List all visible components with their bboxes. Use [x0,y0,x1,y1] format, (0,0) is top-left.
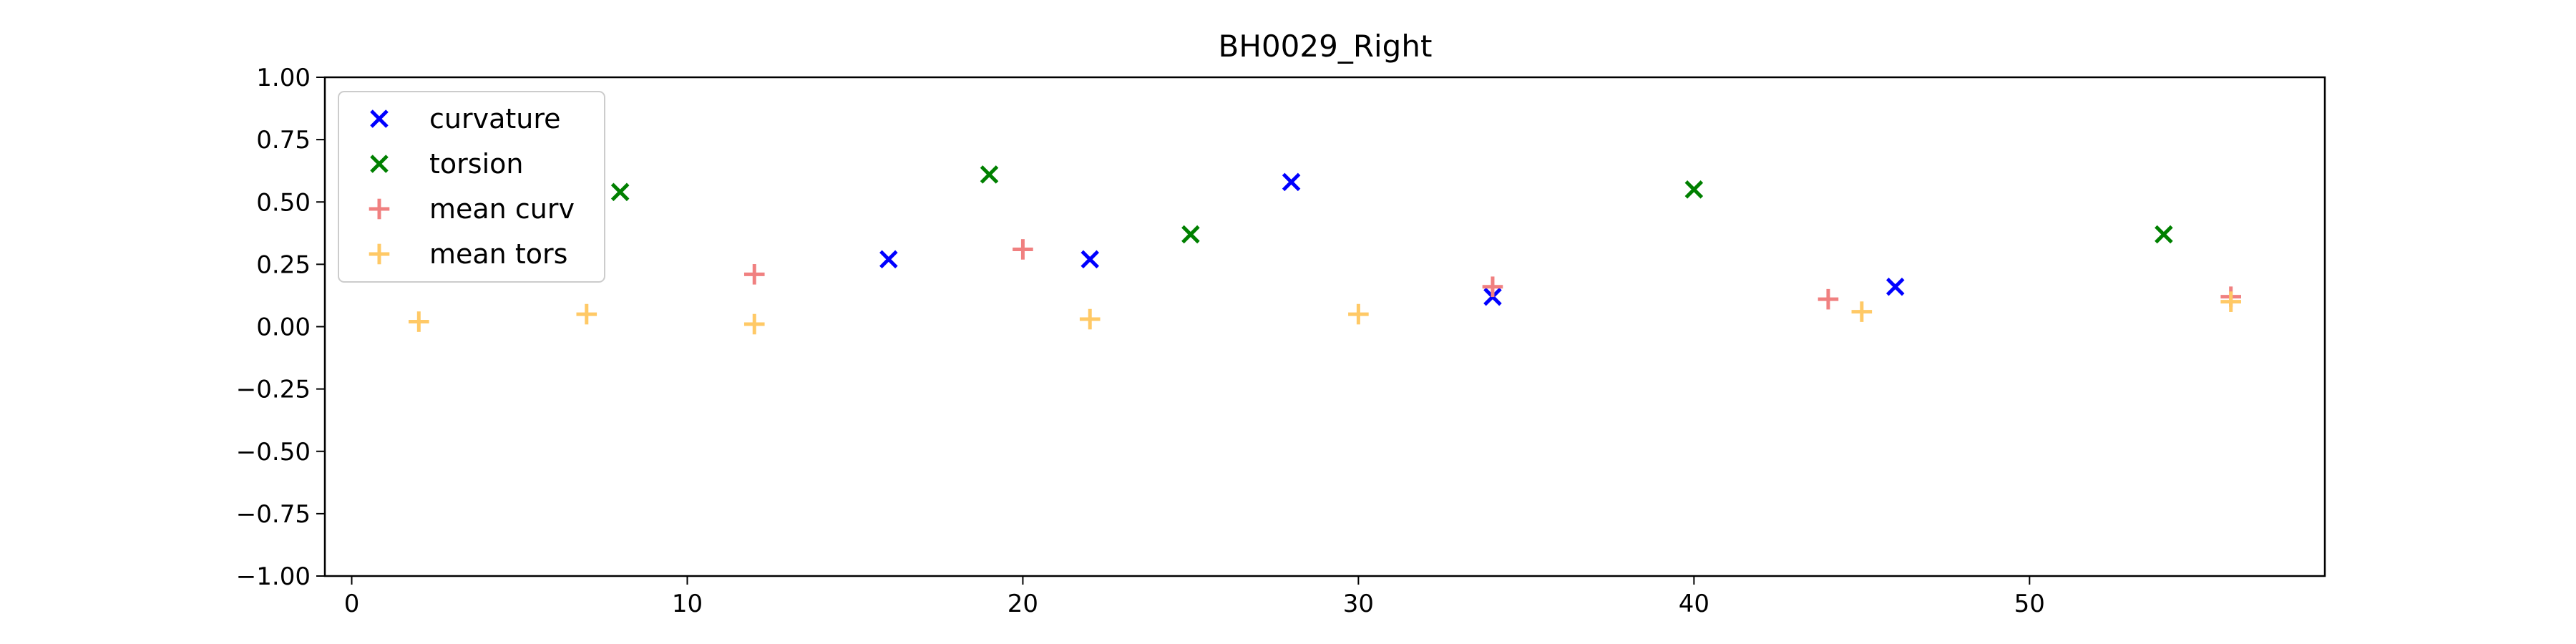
mean-tors-point [576,303,597,325]
torsion-point [2155,225,2173,244]
curvature-point [1885,277,1905,296]
y-tick-label: −0.25 [236,376,311,404]
torsion-point [1181,225,1200,244]
chart-title: BH0029_Right [1219,29,1433,64]
legend-label-mean-curv: mean curv [429,193,575,225]
legend-marker-mean-curv [369,198,390,220]
mean-tors-point [743,313,765,335]
legend-marker-torsion [370,155,389,173]
y-tick-label: 1.00 [256,64,311,92]
y-tick-label: 0.75 [256,126,311,155]
mean-curv-point [1818,288,1839,310]
curvature-point [879,250,898,269]
y-tick-label: −0.50 [236,438,311,467]
y-tick-label: 0.00 [256,313,311,342]
legend-label-torsion: torsion [429,148,523,180]
x-tick-label: 40 [1679,590,1709,618]
x-tick-label: 0 [344,590,360,618]
mean-tors-point [1079,308,1101,330]
y-tick-label: 0.50 [256,188,311,217]
y-tick-label: 0.25 [256,250,311,279]
x-tick-label: 30 [1343,590,1374,618]
x-tick-label: 10 [672,590,703,618]
legend: curvature torsion mean curv mean tors [338,91,605,283]
x-tick-label: 20 [1008,590,1038,618]
y-tick-label: −0.75 [236,500,311,529]
y-tick-label: −1.00 [236,562,311,591]
torsion-point [980,165,999,184]
torsion-point [610,182,630,202]
mean-tors-point [409,311,429,332]
mean-tors-point [2220,291,2241,312]
plot-frame [323,76,2326,577]
legend-marker-curvature [370,109,389,128]
curvature-point [1080,250,1099,269]
mean-curv-point [743,264,765,285]
legend-label-curvature: curvature [429,103,561,135]
mean-curv-point [1013,239,1033,260]
torsion-point [1684,180,1704,199]
data-points [409,165,2241,335]
legend-label-mean-tors: mean tors [429,238,567,270]
curvature-point [1282,172,1301,192]
mean-tors-point [1851,301,1873,322]
y-axis: 1.00 0.75 0.50 0.25 0.00 −0.25 −0.50 −0.75 −1.00 [236,64,325,591]
mean-tors-point [1348,303,1369,325]
legend-marker-mean-tors [369,243,390,265]
x-tick-label: 50 [2014,590,2045,618]
mean-curv-point [1482,276,1503,298]
legend-box [338,91,605,283]
x-axis: 0 10 20 30 40 50 [344,576,2045,618]
